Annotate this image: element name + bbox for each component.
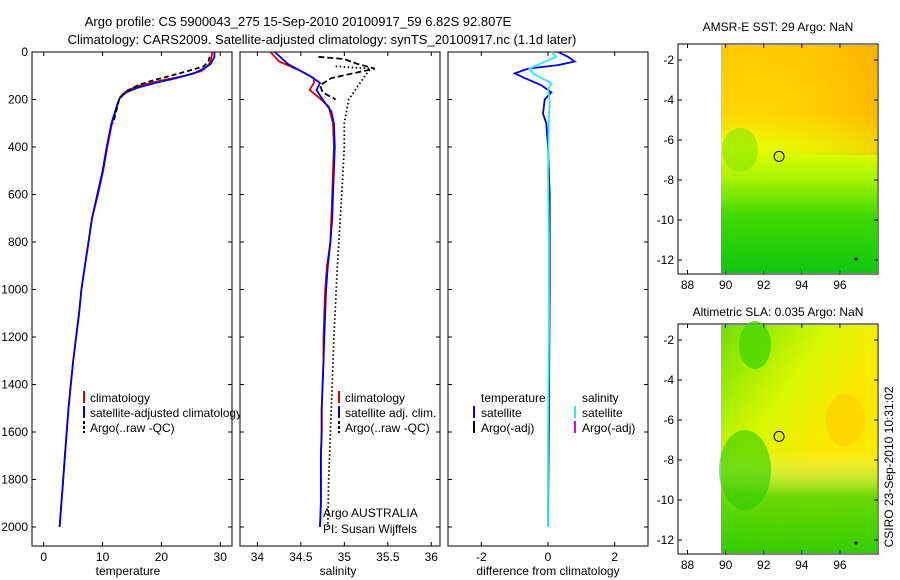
y-tick-label: 600	[8, 188, 28, 202]
salinity-legend-climatology: climatology	[345, 391, 405, 405]
salinity-legend-argo: Argo(..raw -QC)	[345, 421, 430, 435]
difference-legend-salinity: salinity	[582, 391, 619, 405]
x-tick-label: 2	[611, 550, 618, 564]
x-tick-label: -2	[476, 550, 487, 564]
map-y-tick-label: -10	[657, 213, 675, 227]
difference-legend-sal-argo: Argo(-adj)	[582, 421, 635, 435]
sla-argo-location-marker	[773, 430, 785, 442]
temperature-panel: 0 10 20 30 0 200 400 600 800 1000 1200 1400 1600 1800…	[1, 45, 242, 578]
map-x-tick-label: 92	[757, 278, 771, 292]
sla-map-green-patch-north	[739, 321, 771, 369]
x-tick-label: 20	[155, 550, 169, 564]
map-y-tick-label: -2	[663, 53, 674, 67]
difference-legend: temperature satellite Argo(-adj) salinit…	[473, 391, 635, 435]
y-tick-label: 2000	[1, 520, 28, 534]
map-y-tick-label: -4	[663, 93, 674, 107]
series-line-argo-raw-qc-	[112, 56, 211, 124]
salinity-annotation-line1: Argo AUSTRALIA	[323, 506, 418, 520]
map-y-tick-label: -8	[663, 173, 674, 187]
map-y-tick-label: -8	[663, 453, 674, 467]
x-tick-label: 0	[40, 550, 47, 564]
difference-xlabel: difference from climatology	[476, 564, 619, 578]
difference-legend-temp-argo: Argo(-adj)	[481, 421, 534, 435]
map-y-tick-label: -4	[663, 373, 674, 387]
difference-panel: -2 0 2 difference from climatology tempera…	[447, 51, 649, 578]
x-tick-label: 35.5	[376, 550, 400, 564]
sst-map-green-patch	[722, 128, 758, 172]
salinity-panel: 34 34.5 35 35.5 36 salinity climatology sate…	[239, 51, 441, 578]
salinity-xlabel: salinity	[320, 564, 357, 578]
y-tick-label: 1000	[1, 283, 28, 297]
sst-map-dot	[854, 257, 858, 261]
x-tick-label: 36	[425, 550, 439, 564]
x-tick-label: 34.5	[289, 550, 313, 564]
x-tick-label: 34	[251, 550, 265, 564]
temperature-legend-argo: Argo(..raw -QC)	[90, 421, 175, 435]
temperature-legend-satellite: satellite-adjusted climatology	[90, 406, 242, 420]
x-tick-label: 30	[214, 550, 228, 564]
figure-title-line1: Argo profile: CS 5900043_275 15-Sep-2010…	[85, 14, 512, 29]
map-y-tick-label: -6	[663, 133, 674, 147]
sst-map-panel: AMSR-E SST: 29 Argo: NaN 88 90 92 94 96 -2 -4 -…	[657, 20, 879, 292]
sla-map-panel: Altimetric SLA: 0.035 Argo: NaN 88 90 92 94…	[657, 305, 879, 572]
temperature-axes-box	[31, 51, 233, 547]
salinity-axes-box	[239, 51, 441, 547]
map-y-tick-label: -10	[657, 493, 675, 507]
salinity-annotation-line2: PI: Susan Wijffels	[323, 522, 417, 536]
sst-argo-location-marker	[773, 150, 785, 162]
y-tick-label: 400	[8, 140, 28, 154]
series-line-satellite-adjusted-climatology	[58, 52, 216, 528]
sla-map-title: Altimetric SLA: 0.035 Argo: NaN	[693, 305, 864, 319]
y-tick-label: 1400	[1, 378, 28, 392]
salinity-legend-satellite: satellite adj. clim.	[345, 406, 436, 420]
map-x-tick-label: 94	[795, 558, 809, 572]
map-x-tick-label: 96	[833, 278, 847, 292]
map-y-tick-label: -2	[663, 333, 674, 347]
map-x-tick-label: 92	[757, 558, 771, 572]
sla-map-orange-patch	[825, 394, 865, 446]
map-y-tick-label: -12	[657, 253, 675, 267]
map-x-tick-label: 90	[719, 278, 733, 292]
y-tick-label: 1200	[1, 330, 28, 344]
difference-legend-sal-satellite: satellite	[582, 406, 623, 420]
x-tick-label: 35	[338, 550, 352, 564]
temperature-xlabel: temperature	[96, 564, 161, 578]
series-line-satellite-adj-clim-	[274, 51, 336, 528]
temperature-legend-climatology: climatology	[90, 391, 150, 405]
y-tick-label: 800	[8, 235, 28, 249]
series-line-argo-dotted	[326, 65, 373, 528]
y-tick-label: 1800	[1, 473, 28, 487]
map-y-tick-label: -12	[657, 533, 675, 547]
map-x-tick-label: 88	[681, 278, 695, 292]
map-x-tick-label: 90	[719, 558, 733, 572]
map-y-tick-label: -6	[663, 413, 674, 427]
difference-legend-temp-satellite: satellite	[481, 406, 522, 420]
sla-map-dot	[854, 541, 858, 545]
sla-map-green-patch-west	[719, 430, 771, 510]
y-tick-label: 0	[21, 45, 28, 59]
figure-title-line2: Climatology: CARS2009. Satellite-adjuste…	[68, 32, 577, 47]
map-x-tick-label: 94	[795, 278, 809, 292]
y-tick-label: 200	[8, 93, 28, 107]
sst-map-title: AMSR-E SST: 29 Argo: NaN	[703, 20, 854, 34]
x-tick-label: 10	[96, 550, 110, 564]
series-line-argo-raw	[318, 55, 376, 101]
salinity-legend: climatology satellite adj. clim. Argo(..…	[338, 391, 436, 435]
y-tick-label: 1600	[1, 425, 28, 439]
csiro-timestamp: CSIRO 23-Sep-2010 10:31:02	[882, 386, 896, 547]
map-x-tick-label: 88	[681, 558, 695, 572]
temperature-legend: climatology satellite-adjusted climatolo…	[83, 391, 242, 435]
series-line-salinity-satellite	[528, 51, 558, 527]
x-tick-label: 0	[545, 550, 552, 564]
difference-legend-temperature: temperature	[481, 391, 546, 405]
map-x-tick-label: 96	[833, 558, 847, 572]
